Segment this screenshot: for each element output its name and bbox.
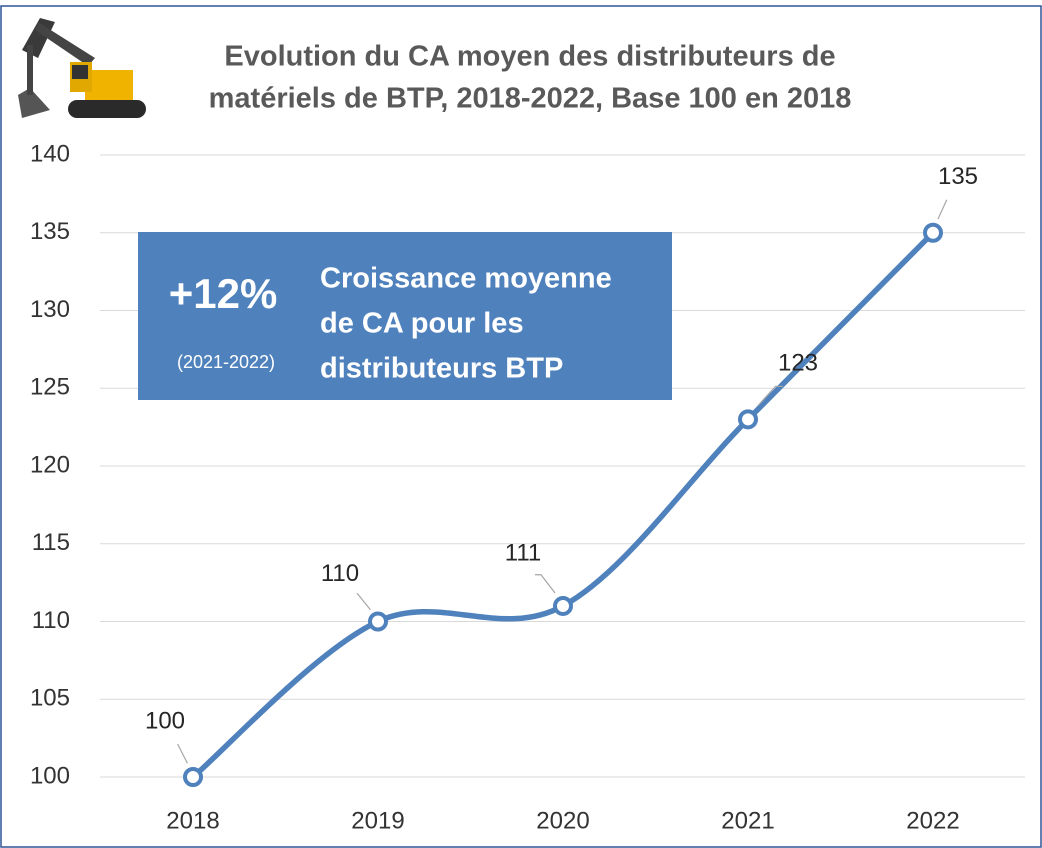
data-label: 123 [778,350,818,377]
x-tick-label: 2020 [536,807,589,834]
x-tick-label: 2021 [721,807,774,834]
leader-line [356,592,371,611]
y-tick-label: 135 [30,218,70,245]
point [368,611,388,632]
y-tick-label: 140 [30,140,70,167]
y-tick-label: 115 [32,529,70,556]
point [923,222,943,243]
annotation-period: (2021-2022) [177,352,275,372]
x-tick-label: 2018 [166,807,219,834]
annotation-text: Croissance moyenne [320,263,612,295]
annotation-figure: +12% [169,270,278,317]
point [553,595,573,616]
y-tick-label: 125 [30,374,70,401]
y-tick-label: 105 [30,685,70,712]
annotation-text: de CA pour les [320,308,524,340]
point [183,767,203,787]
annotation-text: distributeurs BTP [320,353,563,385]
excavator-icon [18,18,146,118]
x-tick-label: 2019 [351,807,404,834]
chart-title: matériels de BTP, 2018-2022, Base 100 en… [209,83,852,115]
y-tick-label: 110 [32,607,70,634]
leader-line [535,574,556,594]
annotation-box [138,232,672,400]
y-tick-label: 120 [30,451,70,478]
chart-title: Evolution du CA moyen des distributeurs … [224,41,835,73]
leader-line [757,385,783,407]
frame [0,5,1042,848]
data-label: 135 [938,163,978,190]
data-label: 110 [321,560,359,587]
data-label: 111 [505,539,541,566]
leader-line [177,743,188,764]
data-label: 100 [145,707,185,734]
point [738,409,758,430]
x-tick-label: 2022 [906,807,959,834]
leader-line [937,199,948,220]
y-tick-label: 130 [30,296,70,323]
y-tick-label: 100 [30,762,70,789]
